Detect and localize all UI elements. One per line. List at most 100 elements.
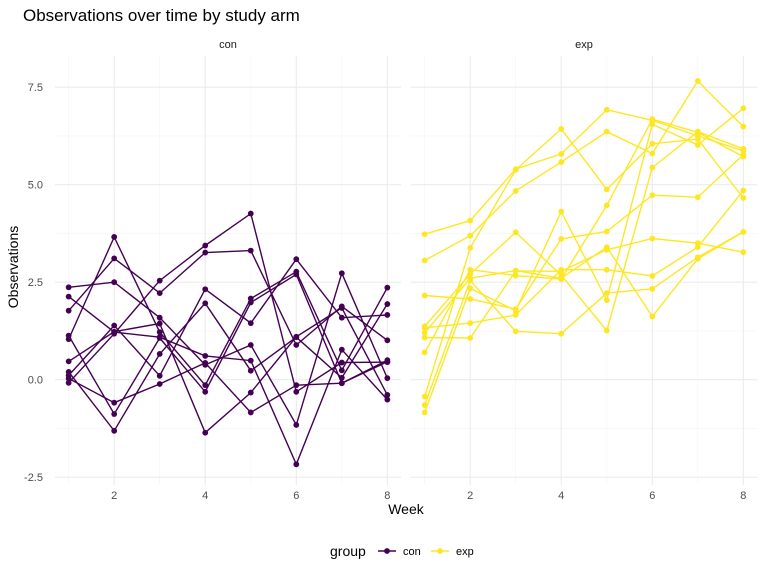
data-point bbox=[384, 337, 391, 344]
data-point bbox=[740, 249, 747, 256]
series-line bbox=[424, 231, 744, 334]
series-line bbox=[424, 79, 744, 262]
series-line bbox=[68, 359, 388, 414]
data-point bbox=[202, 242, 209, 249]
data-point bbox=[338, 380, 345, 387]
data-point bbox=[649, 235, 656, 242]
data-point bbox=[603, 228, 610, 235]
data-point bbox=[740, 195, 747, 201]
data-point bbox=[694, 255, 701, 262]
data-point bbox=[156, 290, 163, 297]
data-point bbox=[467, 217, 474, 224]
legend: group con exp bbox=[330, 543, 474, 559]
data-point bbox=[65, 284, 72, 291]
series-line bbox=[424, 154, 744, 310]
data-point bbox=[384, 396, 391, 403]
data-point bbox=[649, 116, 656, 123]
data-point bbox=[202, 286, 209, 293]
y-tick-label: 7.5 bbox=[28, 82, 43, 94]
data-point bbox=[247, 295, 254, 302]
x-tick-label: 4 bbox=[202, 490, 208, 502]
series-line bbox=[424, 237, 744, 339]
legend-key-point bbox=[437, 548, 443, 554]
x-tick-label: 6 bbox=[649, 490, 655, 502]
data-point bbox=[467, 335, 474, 341]
data-point bbox=[111, 279, 118, 286]
panel-con: con 2 4 6 8 -2.5 0.0 2.5 5.0 7.5 bbox=[24, 39, 401, 502]
data-point bbox=[338, 305, 345, 311]
data-point bbox=[65, 358, 72, 365]
legend-title: group bbox=[330, 543, 366, 559]
data-point bbox=[421, 334, 428, 341]
data-point bbox=[558, 330, 565, 337]
data-point bbox=[558, 150, 565, 157]
data-point bbox=[603, 202, 610, 209]
data-point bbox=[338, 270, 345, 277]
series-line bbox=[424, 118, 744, 353]
data-point bbox=[467, 244, 474, 251]
data-point bbox=[512, 229, 519, 236]
data-point bbox=[202, 360, 209, 366]
data-point bbox=[111, 427, 118, 434]
series-line bbox=[68, 296, 388, 467]
data-point bbox=[65, 336, 72, 343]
series-line bbox=[68, 258, 388, 378]
data-point bbox=[603, 327, 610, 334]
data-point bbox=[603, 266, 610, 273]
data-point bbox=[338, 346, 345, 353]
data-point bbox=[467, 320, 474, 327]
x-tick-label: 6 bbox=[293, 490, 299, 502]
data-point bbox=[111, 322, 118, 329]
data-point bbox=[649, 273, 656, 279]
x-tick-label: 8 bbox=[740, 490, 746, 502]
data-point bbox=[467, 285, 474, 292]
data-point bbox=[156, 277, 163, 284]
data-point bbox=[558, 268, 565, 275]
x-tick-label: 4 bbox=[558, 490, 564, 502]
data-point bbox=[202, 249, 209, 256]
data-point bbox=[649, 150, 656, 157]
data-point bbox=[247, 210, 254, 217]
data-point bbox=[467, 275, 474, 282]
data-point bbox=[384, 375, 391, 382]
data-point bbox=[512, 188, 519, 194]
data-point bbox=[421, 330, 428, 336]
data-point bbox=[247, 409, 254, 416]
data-point bbox=[421, 257, 428, 264]
panel-strip-label: exp bbox=[575, 39, 593, 51]
data-point bbox=[603, 128, 610, 135]
data-point bbox=[156, 372, 163, 379]
x-tick-label: 2 bbox=[467, 490, 473, 502]
data-point bbox=[65, 293, 72, 300]
data-point bbox=[558, 208, 565, 215]
x-tick-label: 8 bbox=[384, 490, 390, 502]
data-point bbox=[512, 328, 519, 335]
data-point bbox=[740, 153, 747, 160]
data-point bbox=[467, 266, 474, 273]
data-point bbox=[247, 389, 254, 396]
data-point bbox=[649, 140, 656, 147]
data-point bbox=[293, 333, 300, 340]
series-line bbox=[424, 107, 744, 413]
data-point bbox=[338, 314, 345, 321]
data-point bbox=[111, 329, 118, 336]
y-tick-label: 2.5 bbox=[28, 277, 43, 289]
data-point bbox=[603, 244, 610, 251]
series-line bbox=[424, 190, 744, 329]
data-point bbox=[247, 357, 254, 364]
data-point bbox=[740, 228, 747, 235]
data-point bbox=[384, 312, 391, 318]
panel-exp: exp 2 4 6 8 bbox=[411, 39, 757, 502]
data-point bbox=[421, 393, 428, 400]
data-point bbox=[649, 164, 656, 171]
data-point bbox=[202, 388, 209, 395]
series-line bbox=[424, 231, 744, 406]
x-tick-label: 2 bbox=[111, 490, 117, 502]
data-point bbox=[649, 192, 656, 199]
data-point bbox=[293, 256, 300, 263]
data-point bbox=[111, 234, 118, 240]
data-point bbox=[202, 429, 209, 436]
data-point bbox=[649, 313, 656, 320]
data-point bbox=[421, 409, 428, 416]
